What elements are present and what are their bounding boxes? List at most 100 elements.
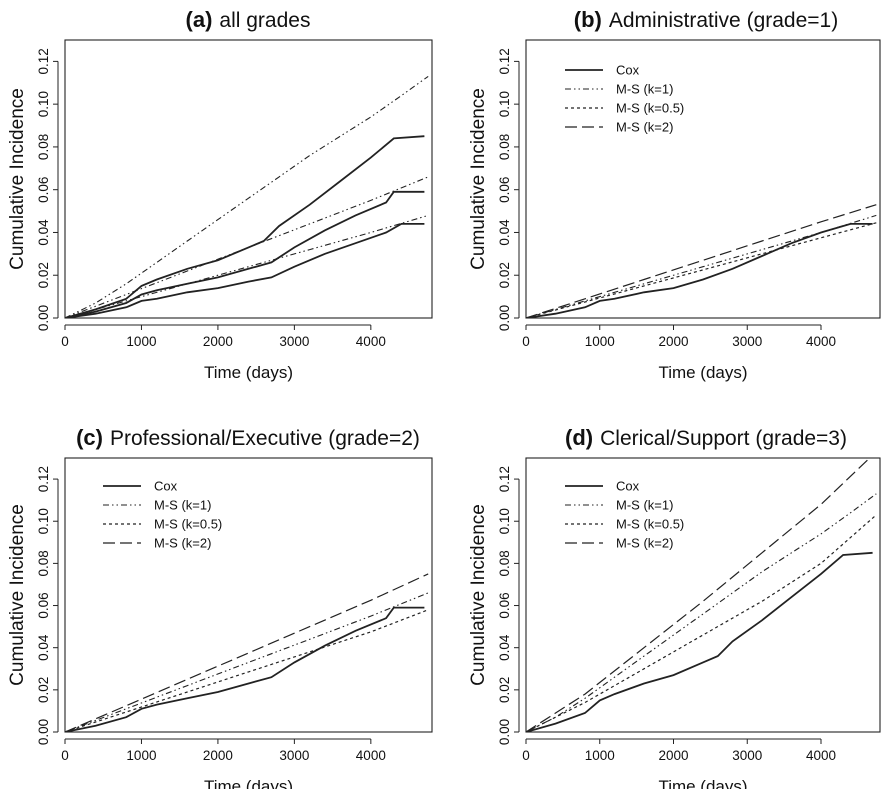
- x-tick-label: 3000: [732, 334, 762, 349]
- y-axis-label: Cumulative Incidence: [468, 504, 489, 686]
- legend-label: M-S (k=0.5): [154, 517, 222, 532]
- y-tick-label: 0.12: [497, 48, 512, 74]
- legend-label: M-S (k=0.5): [616, 101, 684, 116]
- y-tick-label: 0.10: [497, 91, 512, 117]
- series-line-dashdot: [65, 592, 429, 732]
- y-tick-label: 0.00: [497, 305, 512, 331]
- legend-label: Cox: [616, 63, 640, 78]
- legend-label: M-S (k=1): [616, 498, 673, 513]
- y-tick-label: 0.10: [497, 508, 512, 534]
- panel-title-text: Clerical/Support (grade=3): [600, 427, 847, 450]
- x-tick-label: 4000: [356, 334, 386, 349]
- panel-title-text: Professional/Executive (grade=2): [110, 427, 420, 450]
- legend: Cox M-S (k=1) M-S (k=0.5) M-S (k=2): [103, 479, 222, 551]
- y-axis-label: Cumulative Incidence: [7, 504, 28, 686]
- x-axis-label: Time (days): [204, 363, 293, 382]
- x-tick-label: 2000: [203, 748, 233, 763]
- panel-1: (a) all grades 0 1000 2000 3000 4000 0.00 0.02 0.…: [7, 7, 433, 382]
- x-tick-label: 3000: [732, 748, 762, 763]
- series-line-dashdot: [65, 176, 429, 318]
- y-tick-label: 0.08: [36, 134, 51, 160]
- series-line-longdash: [65, 573, 429, 732]
- series-line-solid: [526, 222, 873, 318]
- panel-title-text: Administrative (grade=1): [609, 9, 838, 32]
- legend-label: Cox: [616, 479, 640, 494]
- legend-label: M-S (k=2): [616, 120, 673, 135]
- series-line-dashdot: [526, 214, 877, 318]
- y-tick-label: 0.08: [36, 550, 51, 576]
- series-group: [65, 75, 429, 318]
- x-axis-label: Time (days): [658, 363, 747, 382]
- legend-label: M-S (k=2): [616, 536, 673, 551]
- x-tick-label: 4000: [356, 748, 386, 763]
- series-line-longdash: [526, 458, 871, 732]
- series-line-dashdot: [526, 493, 877, 732]
- y-tick-label: 0.04: [497, 634, 512, 661]
- series-line-dashdot: [65, 214, 429, 318]
- plot-frame: [525, 39, 881, 319]
- series-line-dashed: [526, 514, 877, 732]
- series-line-longdash: [526, 204, 877, 318]
- panel-title: (c) Professional/Executive (grade=2): [76, 425, 420, 450]
- y-tick-label: 0.04: [497, 219, 512, 246]
- y-tick-label: 0.12: [36, 48, 51, 74]
- x-axis-label: Time (days): [658, 777, 747, 789]
- x-tick-label: 0: [61, 748, 69, 763]
- legend-label: M-S (k=0.5): [616, 517, 684, 532]
- series-line-solid: [65, 222, 425, 318]
- y-tick-label: 0.06: [36, 592, 51, 618]
- y-tick-label: 0.06: [497, 592, 512, 618]
- panel-2: (b) Administrative (grade=1) 0 1000 2000 3000…: [468, 7, 881, 382]
- series-line-dashdot: [65, 75, 429, 318]
- legend-label: M-S (k=2): [154, 536, 211, 551]
- series-line-solid: [65, 190, 425, 318]
- y-tick-label: 0.10: [36, 508, 51, 534]
- x-tick-label: 4000: [806, 748, 836, 763]
- y-tick-label: 0.08: [497, 134, 512, 160]
- legend: Cox M-S (k=1) M-S (k=0.5) M-S (k=2): [565, 63, 684, 135]
- y-tick-label: 0.04: [36, 219, 51, 246]
- y-tick-label: 0.00: [36, 305, 51, 331]
- series-line-dashed: [65, 609, 429, 732]
- y-tick-label: 0.00: [497, 719, 512, 745]
- series-group: [65, 573, 429, 732]
- y-tick-label: 0.10: [36, 91, 51, 117]
- y-axis-label: Cumulative Incidence: [7, 88, 28, 270]
- panel-title: (d) Clerical/Support (grade=3): [565, 425, 847, 450]
- x-tick-label: 1000: [585, 748, 615, 763]
- y-tick-label: 0.04: [36, 634, 51, 661]
- x-tick-label: 2000: [658, 334, 688, 349]
- panel-title-tag: (b): [574, 7, 602, 32]
- x-tick-label: 0: [522, 334, 530, 349]
- panel-title: (b) Administrative (grade=1): [574, 7, 838, 32]
- panel-title-tag: (c): [76, 425, 103, 450]
- legend-label: M-S (k=1): [616, 82, 673, 97]
- panel-3: (c) Professional/Executive (grade=2) 0 1000…: [7, 425, 433, 794]
- panel-title-text: all grades: [219, 9, 310, 32]
- x-tick-label: 2000: [203, 334, 233, 349]
- x-tick-label: 3000: [279, 748, 309, 763]
- series-line-dashed: [526, 222, 877, 318]
- legend: Cox M-S (k=1) M-S (k=0.5) M-S (k=2): [565, 479, 684, 551]
- x-axis-label: Time (days): [204, 777, 293, 789]
- x-tick-label: 1000: [585, 334, 615, 349]
- panel-4: (d) Clerical/Support (grade=3) 0 1000 2000 30…: [468, 425, 881, 794]
- legend-label: M-S (k=1): [154, 498, 211, 513]
- x-tick-label: 0: [61, 334, 69, 349]
- x-tick-label: 1000: [126, 748, 156, 763]
- x-tick-label: 1000: [126, 334, 156, 349]
- x-tick-label: 3000: [279, 334, 309, 349]
- y-tick-label: 0.02: [36, 677, 51, 703]
- y-tick-label: 0.02: [497, 677, 512, 703]
- series-group: [526, 458, 877, 732]
- plot-frame: [64, 457, 433, 733]
- panel-title-tag: (d): [565, 425, 593, 450]
- x-tick-label: 4000: [806, 334, 836, 349]
- series-line-solid: [65, 606, 425, 732]
- plot-frame: [64, 39, 433, 319]
- y-tick-label: 0.08: [497, 550, 512, 576]
- x-tick-label: 0: [522, 748, 530, 763]
- y-tick-label: 0.06: [497, 177, 512, 203]
